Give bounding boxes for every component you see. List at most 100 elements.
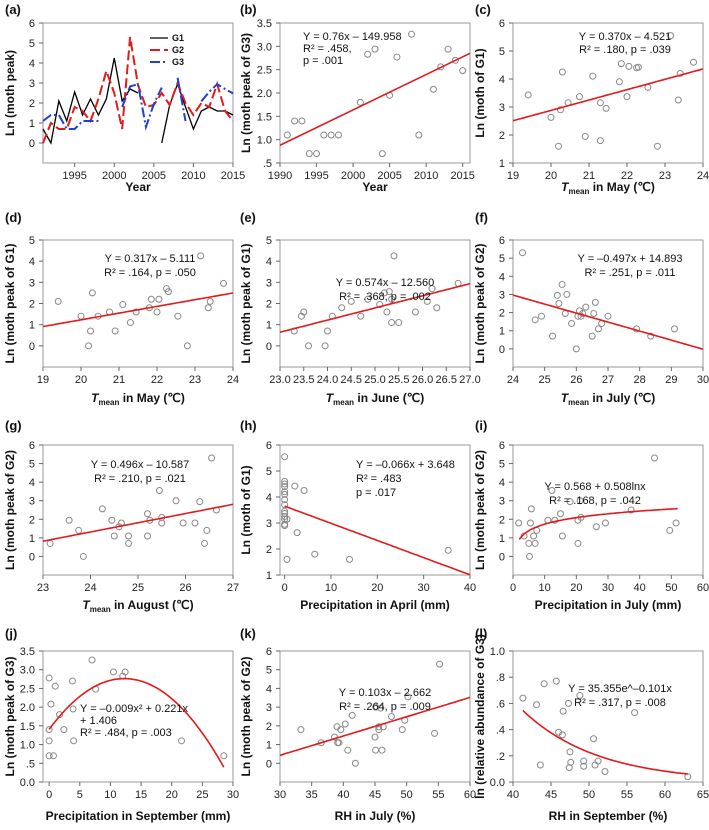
data-point xyxy=(533,701,541,709)
fit-line xyxy=(522,709,688,775)
data-point xyxy=(203,526,211,534)
data-point xyxy=(623,93,631,101)
regression-annotation: R² = .210, p = .021 xyxy=(94,473,186,485)
regression-annotation: R² = .180, p = .039 xyxy=(579,44,671,56)
x-axis-title-rest: in July (℃) xyxy=(589,391,655,405)
y-tick-label: 1 xyxy=(499,326,505,338)
regression-annotation: R² = .483 xyxy=(356,473,402,485)
panel-label: (h) xyxy=(240,418,257,433)
y-axis-title: Ln (moth peak of G1) xyxy=(3,243,17,363)
y-tick-label: 4 xyxy=(266,256,272,268)
x-tick-label: 24 xyxy=(697,170,709,182)
y-tick-label: 1 xyxy=(266,740,272,752)
data-point xyxy=(125,532,132,540)
panel-e: (e) 23.0 23.5 24.0 24.5 25.0 25.5 26.0 26.5 27.0 0… xyxy=(239,210,481,407)
x-tick-label: 1995 xyxy=(62,170,86,182)
y-tick-label: 1 xyxy=(29,533,35,545)
panel-label: (d) xyxy=(5,210,22,225)
x-axis-title-rest: in August (℃) xyxy=(111,598,194,612)
data-point xyxy=(592,523,600,531)
data-point xyxy=(525,539,533,547)
y-tick-label: 6 xyxy=(29,18,35,30)
y-tick-label: 3.0 xyxy=(20,665,35,677)
x-tick-label: 20 xyxy=(166,789,178,801)
regression-annotation: p = .001 xyxy=(303,55,343,67)
data-point xyxy=(531,539,539,547)
data-point xyxy=(79,552,87,560)
x-axis-title: Precipitation in September (mm) xyxy=(46,809,231,823)
fit-line xyxy=(279,52,471,146)
y-tick-label: 2 xyxy=(29,514,35,526)
data-point xyxy=(77,312,85,320)
data-point xyxy=(378,746,386,754)
data-point xyxy=(88,656,96,664)
x-tick-label: 35 xyxy=(306,789,318,801)
data-point xyxy=(429,85,437,93)
y-tick-label: 3 xyxy=(499,289,505,301)
data-point xyxy=(45,737,53,745)
data-point xyxy=(408,30,416,38)
x-tick-label: 24 xyxy=(227,374,239,386)
data-point xyxy=(178,737,186,745)
x-tick-label: 2000 xyxy=(341,170,365,182)
data-point xyxy=(291,482,299,490)
y-tick-label: 2 xyxy=(499,514,505,526)
y-tick-label: 6 xyxy=(499,18,505,30)
data-point xyxy=(672,519,680,527)
x-axis-title: Tmean in May (℃) xyxy=(91,391,185,407)
x-axis-title: Year xyxy=(125,180,151,194)
data-point xyxy=(87,327,94,335)
data-point xyxy=(601,519,609,527)
data-point xyxy=(602,104,610,112)
x-tick-label: 1990 xyxy=(268,170,292,182)
y-tick-label: 0.0 xyxy=(20,777,35,789)
data-point xyxy=(549,332,557,340)
data-point xyxy=(684,773,692,781)
data-point xyxy=(305,150,313,158)
data-point xyxy=(572,345,580,353)
y-tick-label: 0.0 xyxy=(490,777,505,789)
data-point xyxy=(54,297,62,305)
x-tick-label: 2015 xyxy=(450,170,474,182)
fit-line xyxy=(279,282,471,333)
data-point xyxy=(98,505,106,513)
data-point xyxy=(388,319,396,327)
data-point xyxy=(651,454,659,462)
data-point xyxy=(615,78,623,86)
x-tick-label: 45 xyxy=(369,789,381,801)
regression-annotation: Y = 0.574x – 12.560 xyxy=(336,277,435,289)
data-point xyxy=(566,748,574,756)
legend-label: G3 xyxy=(172,57,184,67)
series-line-G3 xyxy=(42,77,234,131)
data-point xyxy=(595,325,602,333)
x-axis-title-main: Precipitation in July (mm) xyxy=(535,598,682,612)
y-tick-label: 2 xyxy=(29,299,35,311)
x-tick-label: 10 xyxy=(104,789,116,801)
x-tick-label: 19 xyxy=(507,170,519,182)
regression-annotation: Y = 0.496x – 10.587 xyxy=(91,459,190,471)
data-point xyxy=(596,99,604,107)
x-axis-title: Precipitation in July (mm) xyxy=(535,598,682,612)
y-tick-label: .8 xyxy=(496,672,505,684)
y-tick-label: 3 xyxy=(499,496,505,508)
x-tick-label: 30 xyxy=(227,789,239,801)
x-tick-label: 2010 xyxy=(414,170,438,182)
data-point xyxy=(144,510,151,518)
y-tick-label: 0 xyxy=(499,344,505,356)
data-point xyxy=(85,342,93,350)
x-tick-label: 30 xyxy=(697,374,709,386)
y-tick-label: 1.0 xyxy=(20,740,35,752)
y-tick-label: 2 xyxy=(29,98,35,110)
x-axis-title-subscript: mean xyxy=(568,187,589,196)
data-point xyxy=(524,91,532,99)
y-tick-label: 3 xyxy=(29,496,35,508)
y-axis-title: Ln (moth peak) xyxy=(3,50,17,136)
data-point xyxy=(45,726,53,734)
data-point xyxy=(581,132,589,140)
data-point xyxy=(153,308,161,316)
x-tick-label: 50 xyxy=(583,789,595,801)
data-point xyxy=(348,711,356,719)
data-point xyxy=(385,288,393,296)
fit-line xyxy=(48,677,225,768)
data-point xyxy=(125,539,132,547)
